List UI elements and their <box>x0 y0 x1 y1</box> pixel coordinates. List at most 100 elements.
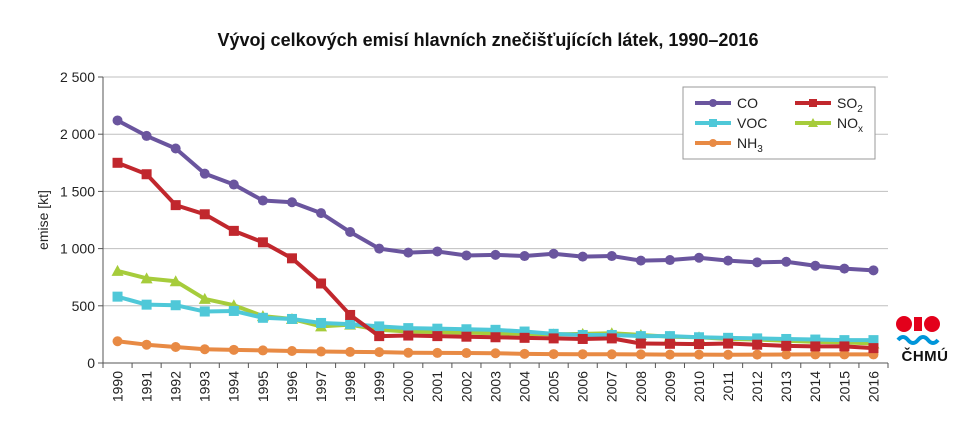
data-point-co <box>112 115 123 126</box>
data-point-so2 <box>548 333 559 344</box>
chmu-logo-text: ČHMÚ <box>901 348 949 365</box>
data-point-nh3 <box>112 336 123 347</box>
data-point-nox <box>198 292 211 304</box>
data-point-nh3 <box>286 345 297 356</box>
x-tick-label: 2005 <box>546 371 562 402</box>
data-point-nh3 <box>374 347 385 358</box>
data-point-nh3 <box>461 348 472 359</box>
x-tick-label: 2000 <box>400 371 416 402</box>
data-point-nh3 <box>316 346 327 357</box>
data-point-so2 <box>635 338 646 349</box>
legend-marker-voc <box>709 119 717 127</box>
x-tick-label: 1995 <box>255 371 271 402</box>
data-point-so2 <box>810 341 821 352</box>
y-tick-label: 2 500 <box>60 69 95 85</box>
x-tick-label: 2015 <box>836 371 852 402</box>
x-tick-label: 2011 <box>720 371 736 401</box>
data-point-voc <box>723 332 734 343</box>
x-tick-label: 2012 <box>749 371 765 402</box>
data-point-voc <box>403 323 414 334</box>
data-point-so2 <box>606 333 617 344</box>
chart-title: Vývoj celkových emisí hlavních znečišťuj… <box>217 30 759 50</box>
x-tick-label: 1998 <box>342 371 358 402</box>
data-point-nh3 <box>141 339 152 350</box>
y-tick-label: 1 000 <box>60 241 95 257</box>
data-point-voc <box>868 335 879 346</box>
data-point-voc <box>141 299 152 310</box>
x-tick-label: 2010 <box>691 371 707 402</box>
chmu-logo: ČHMÚ <box>890 312 960 372</box>
data-point-voc <box>810 334 821 345</box>
x-tick-label: 1994 <box>226 371 242 402</box>
data-point-so2 <box>199 209 210 220</box>
legend-label-voc: VOC <box>737 115 767 131</box>
x-tick-label: 2007 <box>604 371 620 402</box>
x-tick-label: 2016 <box>865 371 881 402</box>
x-tick-label: 1991 <box>139 371 155 402</box>
legend-label-co: CO <box>737 95 758 111</box>
data-point-co <box>490 249 501 260</box>
x-tick-label: 1997 <box>313 371 329 402</box>
data-point-nh3 <box>577 349 588 360</box>
data-point-co <box>432 246 443 257</box>
data-point-so2 <box>403 330 414 341</box>
data-point-so2 <box>257 237 268 248</box>
data-point-co <box>461 250 472 261</box>
y-tick-label: 2 000 <box>60 126 95 142</box>
data-point-co <box>781 256 792 267</box>
data-point-so2 <box>112 157 123 168</box>
data-point-so2 <box>170 200 181 211</box>
data-point-nh3 <box>490 348 501 359</box>
data-point-so2 <box>781 340 792 351</box>
data-point-voc <box>374 321 385 332</box>
data-point-nh3 <box>257 345 268 356</box>
data-point-so2 <box>752 339 763 350</box>
legend-marker-nh3 <box>709 139 717 147</box>
data-point-so2 <box>664 338 675 349</box>
data-point-so2 <box>228 225 239 236</box>
data-point-nh3 <box>781 349 792 360</box>
data-point-nh3 <box>635 349 646 360</box>
data-point-co <box>635 255 646 266</box>
data-point-voc <box>694 332 705 343</box>
data-point-nh3 <box>839 349 850 360</box>
data-point-co <box>228 179 239 190</box>
y-tick-label: 500 <box>72 298 96 314</box>
data-point-co <box>548 248 559 259</box>
data-point-nox <box>111 264 124 276</box>
data-point-co <box>257 195 268 206</box>
data-point-so2 <box>286 253 297 264</box>
legend-marker-so2 <box>809 99 817 107</box>
data-point-co <box>199 168 210 179</box>
data-point-voc <box>170 300 181 311</box>
data-point-so2 <box>316 278 327 289</box>
x-tick-label: 2014 <box>807 371 823 402</box>
y-tick-label: 1 500 <box>60 183 95 199</box>
data-point-co <box>519 251 530 262</box>
data-point-nh3 <box>199 344 210 355</box>
x-tick-label: 2004 <box>516 371 532 402</box>
data-point-so2 <box>519 332 530 343</box>
x-tick-label: 2013 <box>778 371 794 402</box>
data-point-co <box>664 255 675 266</box>
legend-marker-nox <box>808 118 818 127</box>
data-point-voc <box>781 333 792 344</box>
data-point-so2 <box>723 338 734 349</box>
data-point-voc <box>112 291 123 302</box>
data-point-voc <box>199 306 210 317</box>
x-tick-label: 1996 <box>284 371 300 402</box>
x-tick-label: 2006 <box>575 371 591 402</box>
data-point-so2 <box>577 333 588 344</box>
data-point-voc <box>664 331 675 342</box>
data-point-nox <box>140 272 153 284</box>
data-point-co <box>723 255 734 266</box>
data-point-co <box>403 247 414 258</box>
chmu-logo-icon <box>896 316 940 345</box>
data-point-so2 <box>490 332 501 343</box>
data-point-co <box>141 130 152 141</box>
x-tick-label: 1999 <box>371 371 387 402</box>
data-point-nox <box>169 275 182 287</box>
data-point-voc <box>635 331 646 342</box>
data-point-voc <box>490 324 501 335</box>
